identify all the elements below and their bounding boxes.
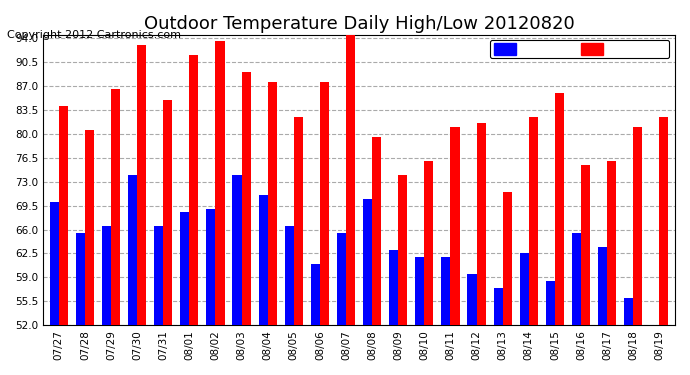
Bar	[294, 117, 303, 375]
Bar	[233, 175, 241, 375]
Bar	[59, 106, 68, 375]
Bar	[572, 233, 581, 375]
Title: Outdoor Temperature Daily High/Low 20120820: Outdoor Temperature Daily High/Low 20120…	[144, 15, 575, 33]
Bar	[650, 325, 660, 375]
Bar	[520, 254, 529, 375]
Bar	[154, 226, 164, 375]
Bar	[102, 226, 111, 375]
Bar	[451, 127, 460, 375]
Bar	[598, 247, 607, 375]
Bar	[398, 175, 407, 375]
Bar	[546, 281, 555, 375]
Bar	[467, 274, 477, 375]
Bar	[581, 165, 590, 375]
Bar	[337, 233, 346, 375]
Bar	[415, 257, 424, 375]
Bar	[389, 250, 398, 375]
Bar	[50, 202, 59, 375]
Text: Copyright 2012 Cartronics.com: Copyright 2012 Cartronics.com	[7, 30, 181, 39]
Bar	[363, 199, 372, 375]
Bar	[241, 72, 250, 375]
Bar	[310, 264, 320, 375]
Bar	[164, 99, 172, 375]
Bar	[607, 161, 616, 375]
Bar	[372, 137, 382, 375]
Bar	[529, 117, 538, 375]
Bar	[624, 298, 633, 375]
Bar	[285, 226, 294, 375]
Bar	[259, 195, 268, 375]
Bar	[137, 45, 146, 375]
Bar	[493, 288, 503, 375]
Bar	[268, 82, 277, 375]
Legend: Low  (°F), High  (°F): Low (°F), High (°F)	[490, 40, 669, 58]
Bar	[215, 41, 224, 375]
Bar	[128, 175, 137, 375]
Bar	[76, 233, 85, 375]
Bar	[320, 82, 329, 375]
Bar	[633, 127, 642, 375]
Bar	[180, 212, 189, 375]
Bar	[555, 93, 564, 375]
Bar	[346, 34, 355, 375]
Bar	[85, 130, 94, 375]
Bar	[424, 161, 433, 375]
Bar	[660, 117, 669, 375]
Bar	[206, 209, 215, 375]
Bar	[442, 257, 451, 375]
Bar	[189, 55, 199, 375]
Bar	[111, 89, 120, 375]
Bar	[477, 123, 486, 375]
Bar	[503, 192, 512, 375]
